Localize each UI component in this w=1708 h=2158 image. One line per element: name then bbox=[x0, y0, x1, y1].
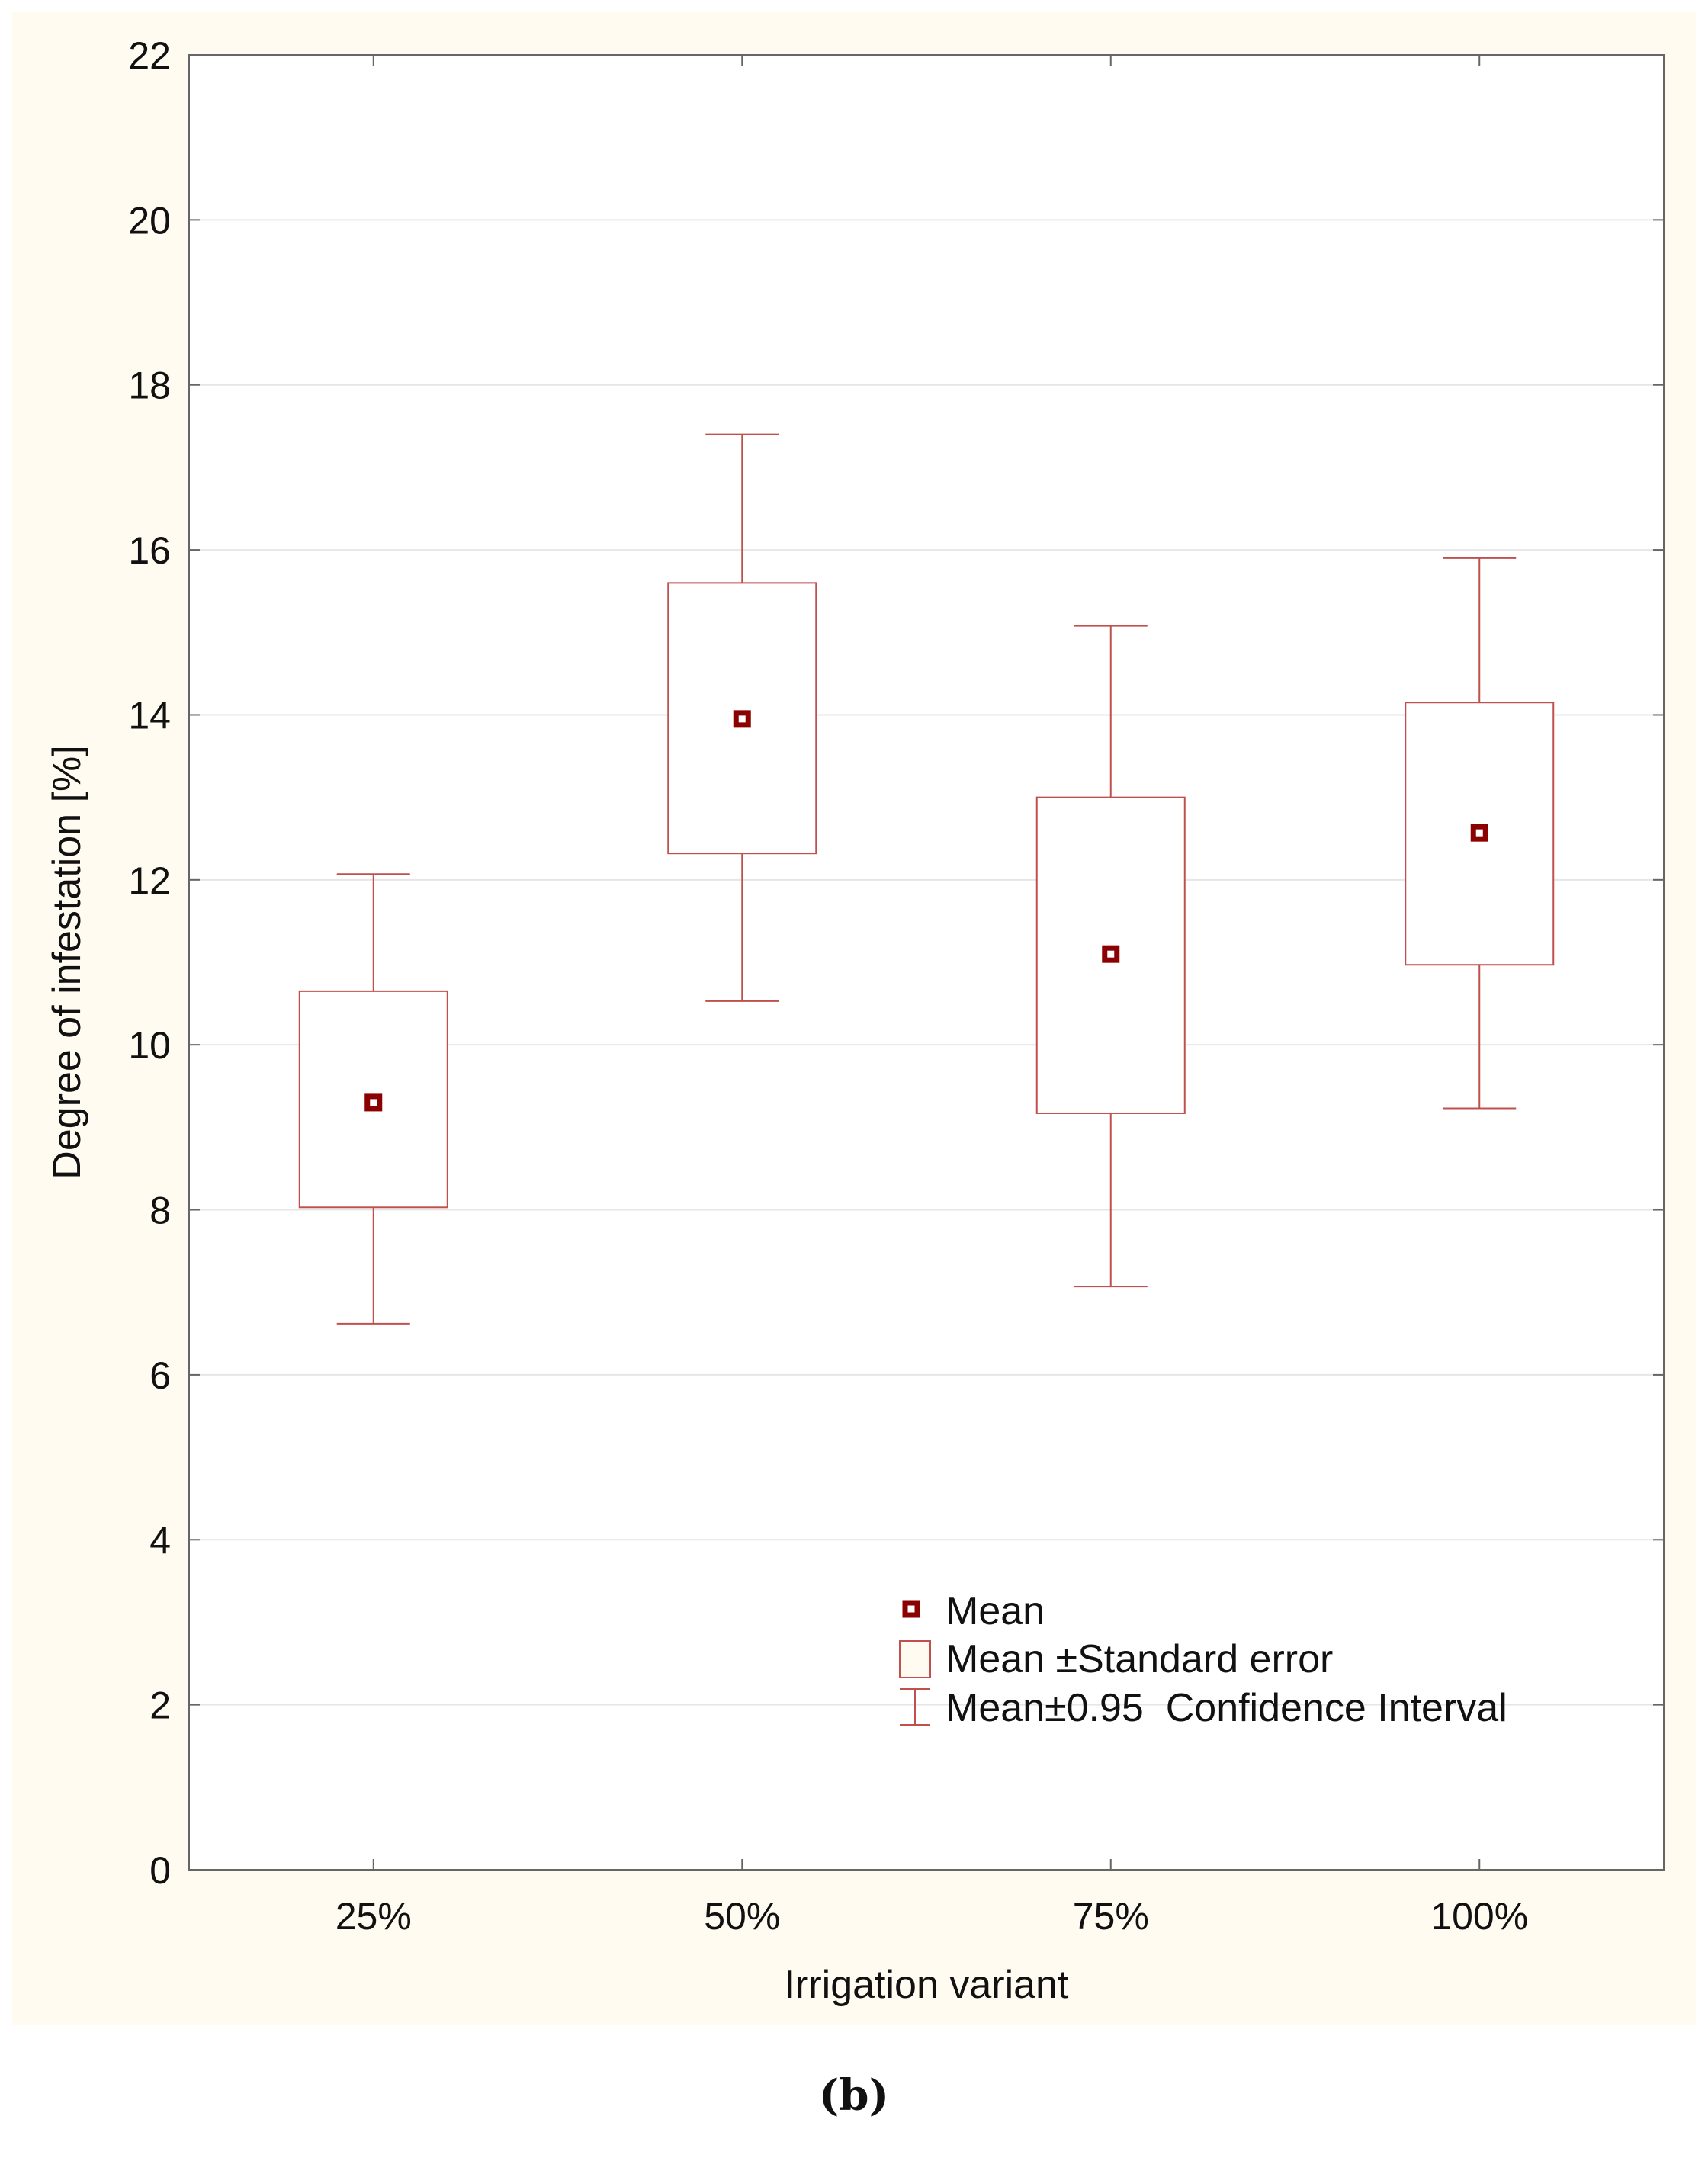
y-axis-ticks: 0 2 4 6 8 10 12 14 16 18 20 22 bbox=[128, 34, 1664, 1892]
legend-mean-label: Mean bbox=[946, 1589, 1045, 1633]
se-box bbox=[1035, 796, 1186, 1114]
y-tick-label: 12 bbox=[128, 859, 171, 902]
y-tick-label: 4 bbox=[149, 1519, 171, 1562]
x-axis-ticks: 25% 50% 75% 100% bbox=[336, 55, 1528, 1938]
legend-box-swatch bbox=[899, 1640, 931, 1678]
panel-caption: (b) bbox=[818, 2070, 890, 2121]
y-tick-label: 10 bbox=[128, 1024, 171, 1067]
legend-whisker-label: Mean±0.95 Confidence Interval bbox=[946, 1686, 1507, 1730]
y-tick-label: 6 bbox=[149, 1354, 171, 1397]
legend-mean-marker bbox=[902, 1600, 920, 1618]
boxes-layer bbox=[298, 433, 1555, 1325]
x-tick-label: 25% bbox=[336, 1895, 412, 1938]
legend-box-label: Mean ±Standard error bbox=[946, 1637, 1333, 1681]
x-axis-title: Irrigation variant bbox=[785, 1963, 1069, 2007]
y-tick-label: 2 bbox=[149, 1684, 171, 1727]
x-tick-label: 75% bbox=[1073, 1895, 1149, 1938]
mean-marker bbox=[733, 710, 751, 728]
y-tick-label: 20 bbox=[128, 199, 171, 242]
y-tick-label: 16 bbox=[128, 529, 171, 572]
x-tick-label: 50% bbox=[704, 1895, 780, 1938]
mean-marker bbox=[1102, 945, 1120, 963]
y-tick-label: 22 bbox=[128, 34, 171, 77]
legend: Mean Mean ±Standard error Mean±0.95 Conf… bbox=[899, 1589, 1507, 1730]
x-tick-label: 100% bbox=[1430, 1895, 1528, 1938]
mean-marker bbox=[364, 1093, 383, 1112]
y-tick-label: 0 bbox=[149, 1849, 171, 1892]
y-tick-label: 8 bbox=[149, 1190, 171, 1232]
box-plot-chart: 0 2 4 6 8 10 12 14 16 18 20 22 25% 50% 75% 100% Irriga… bbox=[45, 34, 1665, 2007]
mean-marker bbox=[1470, 824, 1488, 842]
y-tick-label: 18 bbox=[128, 364, 171, 407]
y-tick-label: 14 bbox=[128, 694, 171, 737]
plot-frame bbox=[188, 54, 1665, 1871]
y-axis-title: Degree of infestation [%] bbox=[45, 745, 89, 1179]
